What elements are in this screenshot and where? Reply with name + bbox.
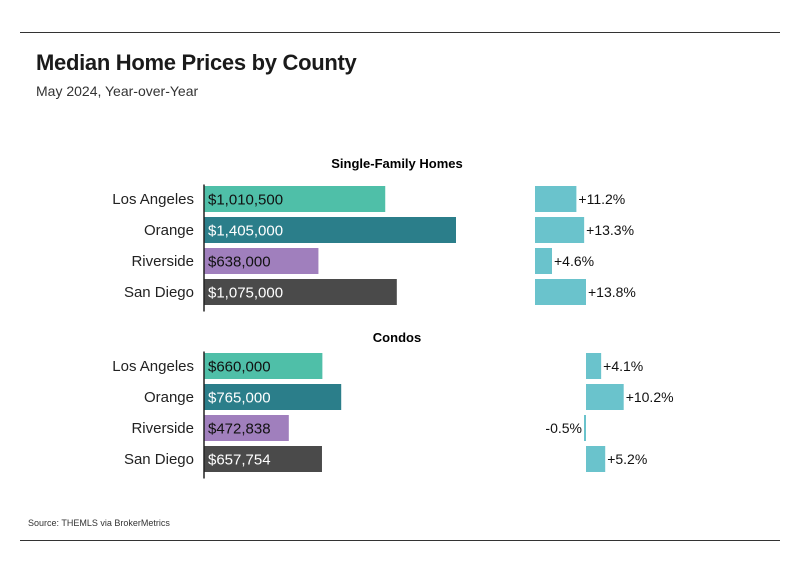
single-family-price-bar-orange: [204, 217, 456, 243]
condos-change-label-riverside: -0.5%: [545, 420, 582, 436]
single-family-change-label-san-diego: +13.8%: [588, 284, 636, 300]
single-family-price-label-orange: $1,405,000: [208, 223, 283, 240]
chart-title: Median Home Prices by County: [36, 50, 357, 75]
condos-change-bar-los-angeles: [586, 353, 602, 379]
single-family-change-bar-san-diego: [535, 279, 586, 305]
single-family-price-label-riverside: $638,000: [208, 254, 271, 271]
single-family-price-label-san-diego: $1,075,000: [208, 285, 283, 302]
single-family-price-bar-riverside: [204, 248, 319, 274]
condos-price-bar-los-angeles: [204, 353, 323, 379]
condos-change-label-orange: +10.2%: [626, 389, 674, 405]
condos-change-label-san-diego: +5.2%: [607, 451, 647, 467]
condos-category-label-riverside: Riverside: [131, 420, 194, 437]
single-family-price-bar-los-angeles: [204, 186, 386, 212]
condos-price-label-orange: $765,000: [208, 390, 271, 407]
condos-change-bar-san-diego: [586, 446, 606, 472]
condos-price-label-san-diego: $657,754: [208, 452, 271, 469]
condos-category-label-san-diego: San Diego: [124, 451, 194, 468]
condos-price-bar-riverside: [204, 415, 289, 441]
single-family-change-bar-orange: [535, 217, 585, 243]
single-family-change-bar-los-angeles: [535, 186, 577, 212]
condos-change-label-los-angeles: +4.1%: [603, 358, 643, 374]
single-family-change-bar-riverside: [535, 248, 552, 274]
single-family-panel-title: Single-Family Homes: [331, 156, 462, 171]
single-family-category-label-riverside: Riverside: [131, 253, 194, 270]
single-family-change-label-riverside: +4.6%: [554, 253, 594, 269]
source-note: Source: THEMLS via BrokerMetrics: [28, 518, 170, 528]
single-family-category-label-orange: Orange: [144, 222, 194, 239]
single-family-change-label-los-angeles: +11.2%: [578, 191, 625, 207]
single-family-price-bar-san-diego: [204, 279, 397, 305]
condos-price-bar-san-diego: [204, 446, 322, 472]
condos-change-bar-orange: [586, 384, 624, 410]
single-family-change-label-orange: +13.3%: [586, 222, 634, 238]
condos-category-label-los-angeles: Los Angeles: [112, 358, 194, 375]
single-family-category-label-san-diego: San Diego: [124, 284, 194, 301]
condos-panel-title: Condos: [373, 330, 421, 345]
chart-subtitle: May 2024, Year-over-Year: [36, 83, 199, 99]
single-family-price-label-los-angeles: $1,010,500: [208, 192, 283, 209]
condos-price-label-riverside: $472,838: [208, 421, 271, 438]
condos-change-bar-riverside: [584, 415, 586, 441]
condos-price-bar-orange: [204, 384, 342, 410]
top-rule: [20, 32, 780, 33]
condos-price-label-los-angeles: $660,000: [208, 359, 271, 376]
bottom-rule: [20, 540, 780, 541]
condos-category-label-orange: Orange: [144, 389, 194, 406]
single-family-category-label-los-angeles: Los Angeles: [112, 191, 194, 208]
